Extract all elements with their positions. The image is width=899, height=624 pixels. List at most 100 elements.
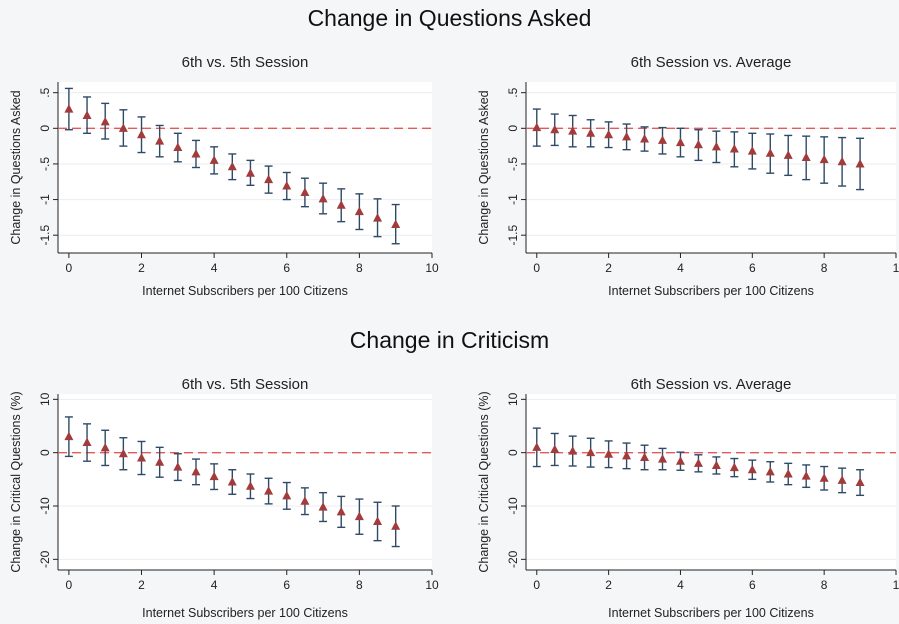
chart-questions-6th-vs-average: -1.5 -1 -.5 0 .5 0 2 4 6 8 1 6th Session vs. Averag… — [477, 54, 899, 298]
point-marker — [282, 490, 292, 500]
section-title-criticism: Change in Criticism — [349, 327, 550, 353]
x-tick-label: 10 — [425, 578, 439, 592]
y-tick-label: .5 — [506, 87, 520, 97]
x-tick-label: 4 — [677, 261, 684, 275]
point-marker — [765, 148, 775, 157]
point-marker — [100, 442, 110, 452]
point-marker — [354, 511, 364, 521]
point-marker — [801, 152, 811, 162]
point-marker — [550, 444, 560, 453]
x-tick-label: 6 — [283, 578, 290, 592]
point-marker — [675, 137, 685, 147]
x-tick-label: 2 — [605, 578, 612, 592]
y-axis-label: Change in Questions Asked — [9, 90, 23, 244]
point-marker — [783, 469, 793, 478]
point-marker — [209, 155, 219, 164]
point-marker — [391, 521, 401, 530]
point-marker — [622, 131, 632, 141]
y-tick-label: -.5 — [38, 157, 52, 171]
section-title-questions: Change in Questions Asked — [307, 5, 592, 31]
subplot-title: 6th Session vs. Average — [631, 54, 792, 71]
point-marker — [604, 129, 614, 139]
point-marker — [354, 206, 364, 216]
point-marker — [658, 135, 668, 144]
point-marker — [264, 486, 274, 495]
point-marker — [245, 168, 255, 177]
x-tick-label: 10 — [425, 261, 439, 275]
point-marker — [64, 104, 74, 113]
point-marker — [336, 506, 346, 516]
x-tick-label: 4 — [211, 261, 218, 275]
point-marker — [658, 454, 668, 463]
point-marker — [783, 150, 793, 159]
chart-questions-6th-vs-5th: -1.5 -1 -.5 0 .5 0 2 4 6 8 10 6th vs. 5th Session In… — [9, 54, 439, 298]
point-marker — [209, 471, 219, 481]
point-marker — [245, 481, 255, 490]
plot-area — [526, 82, 896, 253]
plot-area — [58, 82, 432, 253]
y-tick-label: 10 — [506, 392, 520, 406]
point-marker — [693, 458, 703, 467]
point-marker — [282, 181, 292, 190]
point-marker — [765, 466, 775, 476]
x-axis-label: Internet Subscribers per 100 Citizens — [142, 606, 348, 620]
x-tick-label: 8 — [821, 261, 828, 275]
x-tick-label: 4 — [677, 578, 684, 592]
point-marker — [855, 158, 865, 168]
y-tick-label: 0 — [38, 125, 52, 132]
point-marker — [118, 448, 128, 458]
y-tick-label: 10 — [38, 392, 52, 406]
point-marker — [264, 174, 274, 184]
point-marker — [373, 516, 383, 525]
point-marker — [336, 200, 346, 209]
x-tick-label: 0 — [66, 578, 73, 592]
x-tick-label: 1 — [893, 578, 899, 592]
x-tick-label: 2 — [605, 261, 612, 275]
x-tick-label: 6 — [749, 578, 756, 592]
y-tick-label: -1 — [506, 194, 520, 205]
x-axis-label: Internet Subscribers per 100 Citizens — [608, 284, 814, 298]
point-marker — [227, 161, 237, 171]
x-tick-label: 6 — [749, 261, 756, 275]
point-marker — [622, 450, 632, 460]
subplot-title: 6th vs. 5th Session — [182, 54, 309, 71]
x-tick-label: 4 — [211, 578, 218, 592]
y-tick-label: 0 — [38, 449, 52, 456]
point-marker — [837, 156, 847, 166]
point-marker — [300, 187, 310, 196]
point-marker — [819, 154, 829, 164]
point-marker — [173, 142, 183, 152]
x-tick-label: 0 — [533, 578, 540, 592]
y-tick-label: 0 — [506, 449, 520, 456]
y-tick-label: -10 — [506, 497, 520, 515]
point-marker — [137, 453, 147, 462]
x-tick-label: 0 — [66, 261, 73, 275]
chart-criticism-6th-vs-5th: -20 -10 0 10 0 2 4 6 8 10 6th vs. 5th Session Inter… — [9, 376, 439, 620]
y-axis-label: Change in Critical Questions (%) — [9, 391, 23, 572]
point-marker — [191, 148, 201, 158]
y-tick-label: -1 — [38, 194, 52, 205]
x-tick-label: 1 — [893, 261, 899, 275]
point-marker — [729, 143, 739, 153]
point-marker — [568, 126, 578, 135]
y-tick-label: 0 — [506, 125, 520, 132]
point-marker — [693, 139, 703, 149]
point-marker — [300, 496, 310, 505]
point-marker — [711, 460, 721, 469]
subplot-title: 6th vs. 5th Session — [182, 376, 309, 393]
point-marker — [640, 452, 650, 461]
y-tick-label: -20 — [38, 550, 52, 568]
x-tick-label: 8 — [821, 578, 828, 592]
point-marker — [82, 110, 92, 119]
point-marker — [747, 464, 757, 474]
x-tick-label: 8 — [356, 261, 363, 275]
y-axis-label: Change in Questions Asked — [477, 90, 491, 244]
x-tick-label: 8 — [356, 578, 363, 592]
point-marker — [604, 449, 614, 458]
y-tick-label: -.5 — [506, 157, 520, 171]
point-marker — [191, 466, 201, 476]
subplot-title: 6th Session vs. Average — [631, 376, 792, 393]
chart-criticism-6th-vs-average: -20 -10 0 10 0 2 4 6 8 1 6th Session vs. Average In… — [477, 376, 899, 620]
x-axis-label: Internet Subscribers per 100 Citizens — [608, 606, 814, 620]
